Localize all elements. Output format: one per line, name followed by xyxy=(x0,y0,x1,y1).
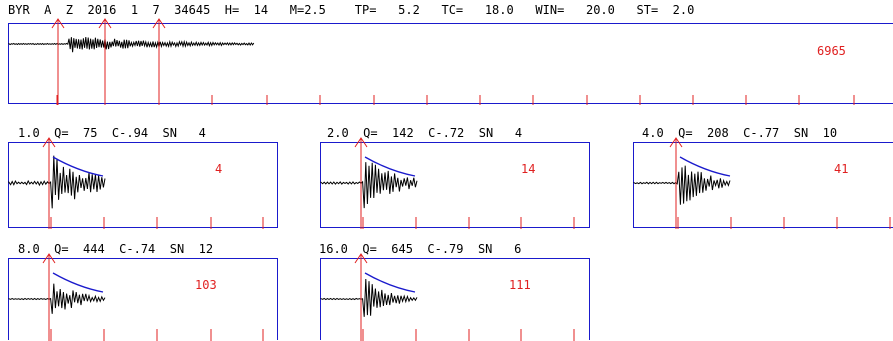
filter-label-4: 8.0 Q= 444 C-.74 SN 12 xyxy=(18,242,214,256)
main-waveform xyxy=(8,18,855,105)
phase-pick-arrow xyxy=(354,253,368,264)
coda-fit-curve xyxy=(679,156,731,177)
seismogram-trace xyxy=(320,278,418,317)
filter-panel-2[interactable]: 14 xyxy=(320,137,590,229)
filter-amplitude-4: 103 xyxy=(195,278,217,292)
filter-panel-4[interactable]: 103 xyxy=(8,253,278,341)
filter-waveform-3 xyxy=(633,137,891,229)
main-trace-panel[interactable]: 6965 xyxy=(8,18,893,105)
filter-label-3: 4.0 Q= 208 C-.77 SN 10 xyxy=(642,126,838,140)
seismogram-trace xyxy=(8,37,255,53)
phase-pick-arrow xyxy=(98,18,112,29)
filter-panel-1[interactable]: 4 xyxy=(8,137,278,229)
seismogram-trace xyxy=(8,283,106,314)
coda-fit-curve xyxy=(364,272,416,293)
coda-fit-curve xyxy=(52,156,104,177)
coda-fit-curve xyxy=(52,272,104,293)
filter-waveform-5 xyxy=(320,253,575,341)
filter-label-1: 1.0 Q= 75 C-.94 SN 4 xyxy=(18,126,206,140)
seismogram-trace xyxy=(8,155,106,209)
header-info: BYR A Z 2016 1 7 34645 H= 14 M=2.5 TP= 5… xyxy=(8,3,695,17)
filter-waveform-4 xyxy=(8,253,264,341)
seismogram-trace xyxy=(320,162,418,209)
phase-pick-arrow xyxy=(152,18,166,29)
filter-amplitude-3: 41 xyxy=(834,162,849,176)
seismogram-trace xyxy=(633,165,731,205)
coda-fit-curve xyxy=(364,156,416,177)
phase-pick-arrow xyxy=(42,137,56,148)
phase-pick-arrow xyxy=(51,18,65,29)
phase-pick-arrow xyxy=(669,137,683,148)
filter-label-2: 2.0 Q= 142 C-.72 SN 4 xyxy=(327,126,523,140)
filter-panel-3[interactable]: 41 xyxy=(633,137,893,229)
filter-waveform-2 xyxy=(320,137,575,229)
filter-amplitude-5: 111 xyxy=(509,278,531,292)
filter-amplitude-1: 4 xyxy=(215,162,223,176)
phase-pick-arrow xyxy=(42,253,56,264)
filter-waveform-1 xyxy=(8,137,264,229)
filter-amplitude-2: 14 xyxy=(521,162,536,176)
phase-pick-arrow xyxy=(354,137,368,148)
main-amplitude: 6965 xyxy=(817,44,846,58)
filter-label-5: 16.0 Q= 645 C-.79 SN 6 xyxy=(319,242,522,256)
filter-panel-5[interactable]: 111 xyxy=(320,253,590,341)
